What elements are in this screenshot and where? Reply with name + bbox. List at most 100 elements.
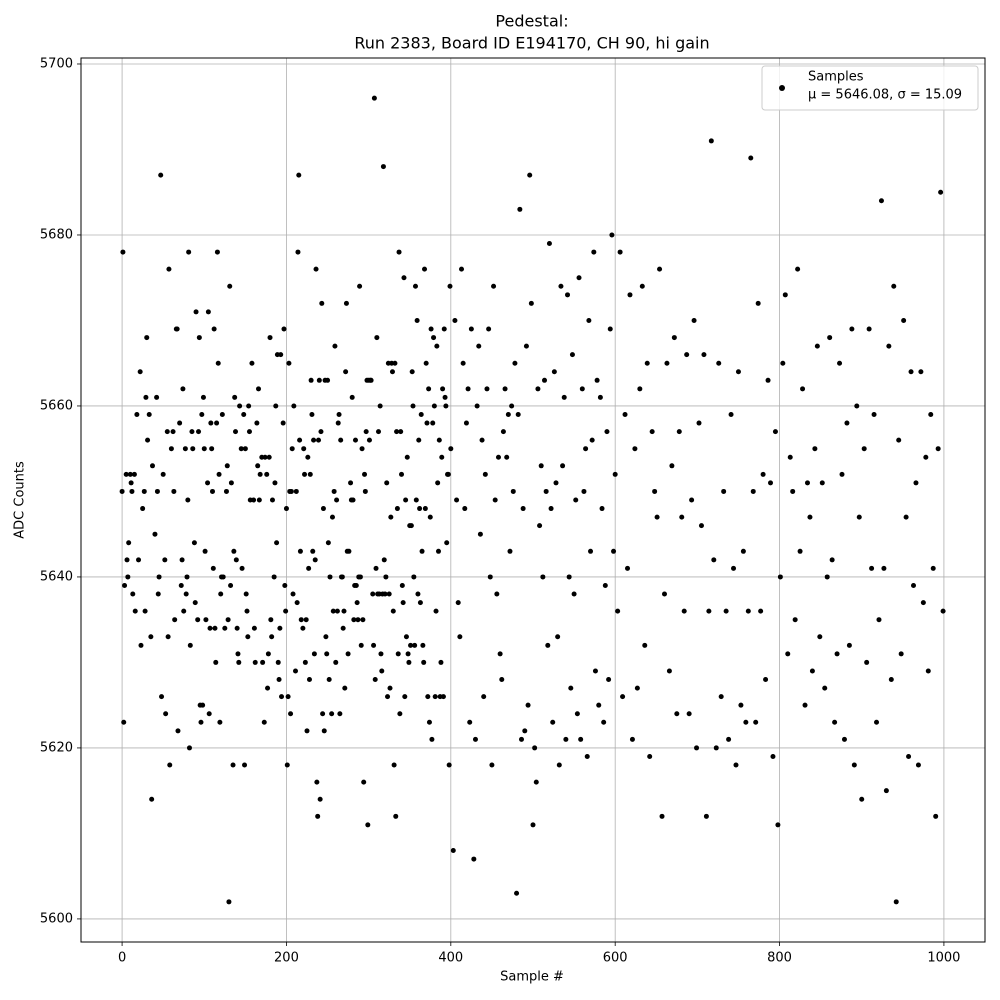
point [482,471,488,477]
point [186,745,192,751]
point [444,540,450,546]
point [297,437,303,443]
point [928,412,934,418]
point [422,266,428,272]
legend: Samples μ = 5646.08, σ = 15.09 [761,65,979,111]
point [384,480,390,486]
point [269,634,275,640]
point [599,506,605,512]
point [426,386,432,392]
point [543,488,549,494]
point [372,677,378,683]
point [286,360,292,366]
point [772,429,778,435]
point [417,506,423,512]
point [306,677,312,683]
point [422,506,428,512]
point [316,377,322,383]
point [669,463,675,469]
y-tick-label: 5700 [40,56,73,71]
point [177,420,183,426]
point [262,454,268,460]
point [615,608,621,614]
point [765,377,771,383]
point [345,651,351,657]
point [142,608,148,614]
point [502,386,508,392]
point [295,249,301,255]
point [319,300,325,306]
point [329,711,335,717]
point [254,420,260,426]
x-axis-label: Sample # [500,970,564,985]
point [854,403,860,409]
point [487,574,493,580]
point [627,292,633,298]
point [518,736,524,742]
point [306,565,312,571]
point [348,480,354,486]
point [420,642,426,648]
point [237,403,243,409]
point [203,617,209,623]
legend-box [761,65,979,111]
point [362,488,368,494]
point [119,488,125,494]
point [698,523,704,529]
point [671,335,677,341]
point [283,608,289,614]
point [431,403,437,409]
point [256,497,262,503]
point [639,283,645,289]
point [336,412,342,418]
point [411,574,417,580]
point [898,651,904,657]
point [281,326,287,332]
point [297,548,303,554]
point [785,651,791,657]
point [439,454,445,460]
point [234,625,240,631]
point [424,420,430,426]
point [311,651,317,657]
point [379,668,385,674]
point [738,702,744,708]
point [371,642,377,648]
point [175,728,181,734]
point [395,651,401,657]
point [689,497,695,503]
point [935,446,941,452]
point [728,412,734,418]
point [410,403,416,409]
point [242,762,248,768]
point [500,429,506,435]
point [484,386,490,392]
point [186,249,192,255]
point [876,617,882,623]
point [269,497,275,503]
point [602,582,608,588]
point [251,625,257,631]
point [315,813,321,819]
point [657,266,663,272]
point [365,822,371,828]
point [288,711,294,717]
point [528,300,534,306]
point [726,736,732,742]
point [325,377,331,383]
point [152,531,158,537]
point [256,386,262,392]
point [918,369,924,375]
point [447,283,453,289]
point [463,420,469,426]
point [126,540,132,546]
point [849,326,855,332]
point [307,471,313,477]
point [144,335,150,341]
point [196,429,202,435]
point [770,753,776,759]
point [442,394,448,400]
point [402,694,408,700]
point [308,377,314,383]
point [279,694,285,700]
